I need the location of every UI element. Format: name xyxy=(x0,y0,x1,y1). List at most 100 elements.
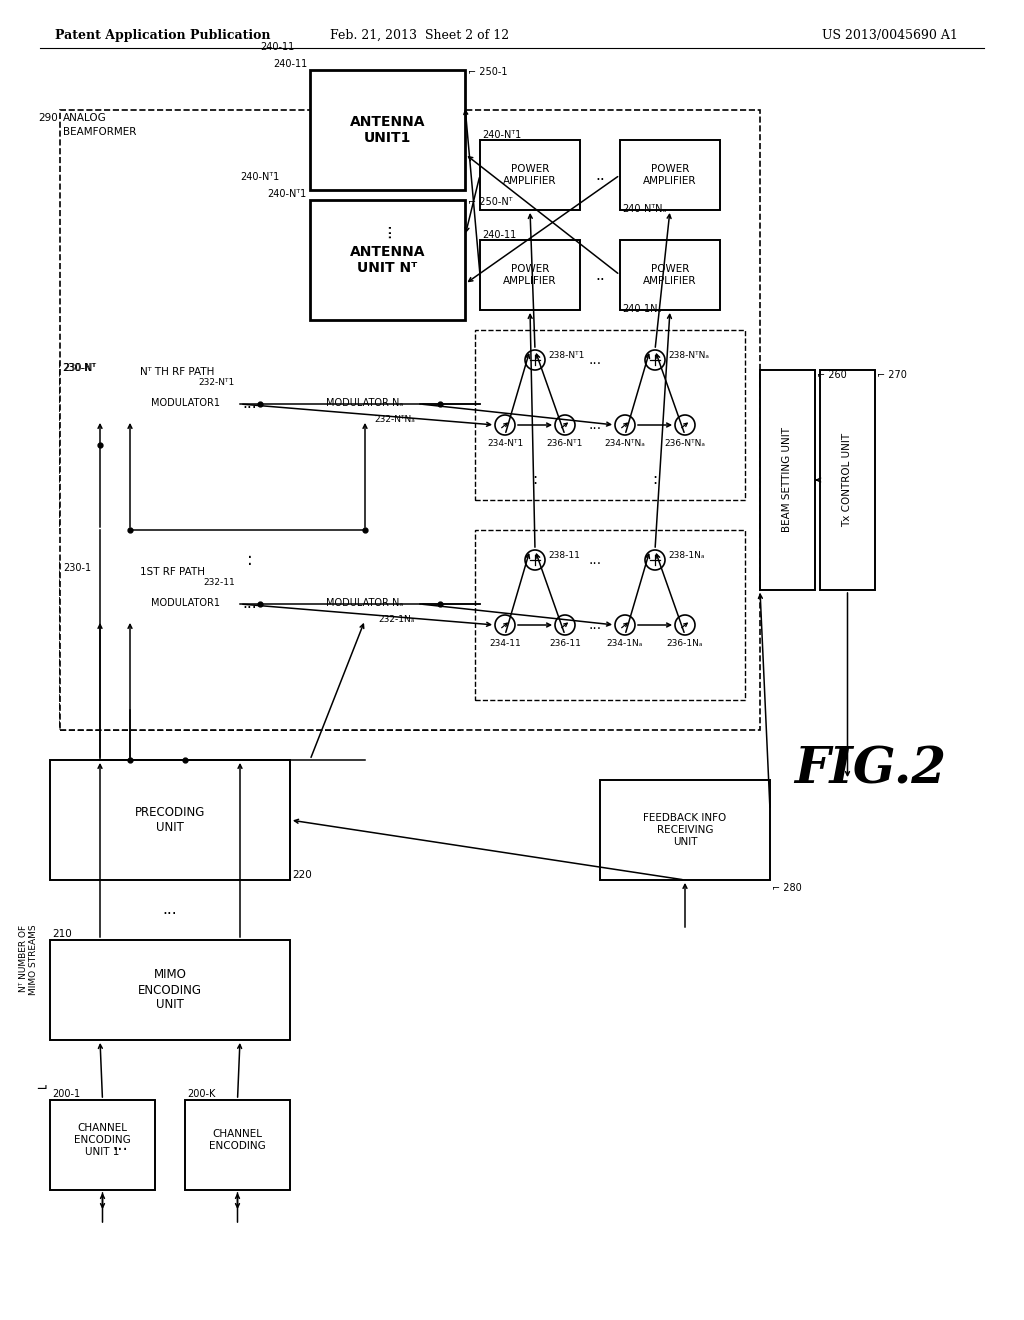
Bar xyxy=(620,240,720,310)
Text: 236-1Nₐ: 236-1Nₐ xyxy=(667,639,703,648)
Text: 234-NᵀNₐ: 234-NᵀNₐ xyxy=(604,440,645,447)
Bar xyxy=(130,387,240,420)
Text: Nᵀ TH RF PATH: Nᵀ TH RF PATH xyxy=(140,367,214,378)
Bar xyxy=(820,370,874,590)
Text: ..: .. xyxy=(595,268,605,282)
Text: 240-1Nₐ: 240-1Nₐ xyxy=(622,304,662,314)
Text: CHANNEL
ENCODING
UNIT 1: CHANNEL ENCODING UNIT 1 xyxy=(74,1123,131,1156)
Text: ...: ... xyxy=(243,396,257,412)
Text: 238-11: 238-11 xyxy=(548,550,580,560)
Text: Feb. 21, 2013  Sheet 2 of 12: Feb. 21, 2013 Sheet 2 of 12 xyxy=(331,29,510,41)
Bar xyxy=(480,140,580,210)
Text: MODULATOR1: MODULATOR1 xyxy=(151,598,219,609)
Text: Nᵀ NUMBER OF
MIMO STREAMS: Nᵀ NUMBER OF MIMO STREAMS xyxy=(18,925,38,995)
Text: ANTENNA
UNIT1: ANTENNA UNIT1 xyxy=(350,115,425,145)
Text: ..: .. xyxy=(595,168,605,182)
Text: 220: 220 xyxy=(292,870,311,880)
Bar xyxy=(760,370,815,590)
Text: ANALOG: ANALOG xyxy=(63,114,106,123)
Text: ...: ... xyxy=(589,618,601,632)
Text: 240-11: 240-11 xyxy=(260,42,294,51)
Text: 1ST RF PATH: 1ST RF PATH xyxy=(140,568,205,577)
Text: ...: ... xyxy=(243,597,257,611)
Text: ANTENNA
UNIT Nᵀ: ANTENNA UNIT Nᵀ xyxy=(350,246,425,275)
Text: ...: ... xyxy=(376,222,394,238)
Bar xyxy=(620,140,720,210)
Text: 234-1Nₐ: 234-1Nₐ xyxy=(607,639,643,648)
Text: ⌐ 280: ⌐ 280 xyxy=(772,883,802,894)
Text: 240-Nᵀ1: 240-Nᵀ1 xyxy=(267,189,307,199)
Bar xyxy=(475,531,745,700)
Text: 230-1: 230-1 xyxy=(63,564,91,573)
Text: POWER
AMPLIFIER: POWER AMPLIFIER xyxy=(643,264,696,286)
Text: MODULATOR Nₐ: MODULATOR Nₐ xyxy=(327,598,403,609)
Text: 200-1: 200-1 xyxy=(52,1089,80,1100)
Text: ⌐ 260: ⌐ 260 xyxy=(817,370,847,380)
Text: 290: 290 xyxy=(38,114,57,123)
Text: :: : xyxy=(532,473,538,487)
Text: POWER
AMPLIFIER: POWER AMPLIFIER xyxy=(503,164,557,186)
Text: CHANNEL
ENCODING: CHANNEL ENCODING xyxy=(209,1129,266,1151)
Text: 234-11: 234-11 xyxy=(489,639,521,648)
Bar xyxy=(50,760,290,880)
Bar xyxy=(60,360,460,531)
Text: 236-11: 236-11 xyxy=(549,639,581,648)
Text: 240-11: 240-11 xyxy=(482,230,516,240)
Bar xyxy=(50,940,290,1040)
Text: ...: ... xyxy=(589,418,601,432)
Bar xyxy=(310,70,465,190)
Text: 230-Nᵀ: 230-Nᵀ xyxy=(62,363,95,374)
Text: PRECODING
UNIT: PRECODING UNIT xyxy=(135,807,205,834)
Bar xyxy=(60,110,760,730)
Text: ⌐: ⌐ xyxy=(35,1078,46,1093)
Text: ...: ... xyxy=(589,352,601,367)
Text: 236-Nᵀ1: 236-Nᵀ1 xyxy=(547,440,584,447)
Bar xyxy=(310,587,420,620)
Bar xyxy=(185,1100,290,1191)
Text: 200-K: 200-K xyxy=(187,1089,215,1100)
Text: 240-NᵀNₐ: 240-NᵀNₐ xyxy=(622,205,667,214)
Text: FIG.2: FIG.2 xyxy=(794,746,946,795)
Bar xyxy=(600,780,770,880)
Bar xyxy=(310,201,465,319)
Bar xyxy=(60,560,460,730)
Text: MODULATOR Nₐ: MODULATOR Nₐ xyxy=(327,399,403,408)
Text: FEEDBACK INFO
RECEIVING
UNIT: FEEDBACK INFO RECEIVING UNIT xyxy=(643,813,727,846)
Text: POWER
AMPLIFIER: POWER AMPLIFIER xyxy=(503,264,557,286)
Text: POWER
AMPLIFIER: POWER AMPLIFIER xyxy=(643,164,696,186)
Text: BEAMFORMER: BEAMFORMER xyxy=(63,127,136,137)
Text: 210: 210 xyxy=(52,929,72,939)
Text: ...: ... xyxy=(112,1137,128,1154)
Text: 232-1Nₐ: 232-1Nₐ xyxy=(379,615,415,624)
Text: 230-Nᵀ: 230-Nᵀ xyxy=(63,363,96,374)
Text: 240-Nᵀ1: 240-Nᵀ1 xyxy=(240,172,280,182)
Text: 238-NᵀNₐ: 238-NᵀNₐ xyxy=(668,351,709,359)
Text: 238-1Nₐ: 238-1Nₐ xyxy=(668,550,705,560)
Bar xyxy=(480,240,580,310)
Text: ...: ... xyxy=(589,553,601,568)
Bar xyxy=(475,330,745,500)
Text: :: : xyxy=(652,473,657,487)
Text: 232-Nᵀ1: 232-Nᵀ1 xyxy=(199,378,234,387)
Text: 240-Nᵀ1: 240-Nᵀ1 xyxy=(482,129,521,140)
Text: 232-NᵀNₐ: 232-NᵀNₐ xyxy=(374,414,415,424)
Text: 234-Nᵀ1: 234-Nᵀ1 xyxy=(486,440,523,447)
Bar xyxy=(130,587,240,620)
Text: BEAM SETTING UNIT: BEAM SETTING UNIT xyxy=(782,428,793,532)
Text: ⌐ 270: ⌐ 270 xyxy=(877,370,907,380)
Text: :: : xyxy=(247,550,253,569)
Text: 238-Nᵀ1: 238-Nᵀ1 xyxy=(548,351,585,359)
Bar xyxy=(50,1100,155,1191)
Bar xyxy=(310,387,420,420)
Text: MODULATOR1: MODULATOR1 xyxy=(151,399,219,408)
Text: ⌐ 250-1: ⌐ 250-1 xyxy=(468,67,508,77)
Text: ⌐ 250-Nᵀ: ⌐ 250-Nᵀ xyxy=(468,197,512,207)
Text: 232-11: 232-11 xyxy=(203,578,234,587)
Text: 240-11: 240-11 xyxy=(272,59,307,69)
Text: MIMO
ENCODING
UNIT: MIMO ENCODING UNIT xyxy=(138,969,202,1011)
Text: ...: ... xyxy=(163,903,177,917)
Text: US 2013/0045690 A1: US 2013/0045690 A1 xyxy=(822,29,957,41)
Text: 236-NᵀNₐ: 236-NᵀNₐ xyxy=(665,440,706,447)
Text: Patent Application Publication: Patent Application Publication xyxy=(55,29,270,41)
Text: Tx CONTROL UNIT: Tx CONTROL UNIT xyxy=(843,433,853,527)
